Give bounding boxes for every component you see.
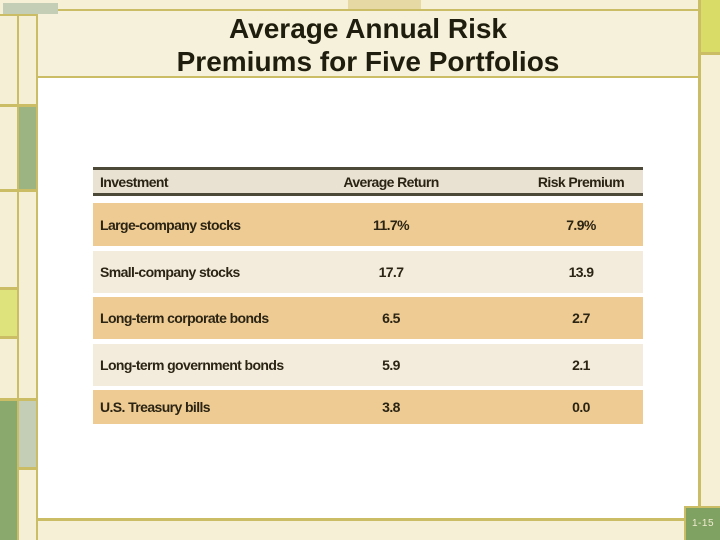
table-rule-top (93, 167, 643, 170)
header-cell-average-return: Average Return (343, 173, 439, 190)
ornament-rect (0, 16, 17, 104)
risk-premium-table: Investment Average Return Risk Premium L… (93, 167, 643, 425)
ornament-rect (0, 192, 17, 287)
table-row: Long-term corporate bonds 6.5 2.7 (93, 297, 643, 339)
ornament-rect-graygreen (19, 401, 36, 467)
right-frame-accent (701, 0, 720, 55)
table-rule-header-bottom (93, 193, 643, 196)
cell-average-return: 11.7% (373, 216, 410, 233)
ornament-top-accent (348, 0, 421, 9)
ornament-rect (0, 107, 17, 189)
cell-risk-premium: 2.1 (572, 357, 590, 373)
header-cell-risk-premium: Risk Premium (537, 173, 625, 190)
table-row: Large-company stocks 11.7% 7.9% (93, 203, 643, 246)
table-header-row: Investment Average Return Risk Premium (93, 170, 643, 193)
page-number: 1-15 (691, 518, 714, 529)
ornament-rect (19, 192, 36, 398)
table-row: U.S. Treasury bills 3.8 0.0 (93, 390, 643, 424)
cell-investment: Long-term corporate bonds (100, 310, 269, 326)
cell-investment: U.S. Treasury bills (100, 399, 211, 415)
cell-risk-premium: 2.7 (572, 310, 590, 326)
cell-average-return: 6.5 (382, 310, 400, 326)
ornament-rect (19, 470, 36, 540)
right-frame-line (698, 0, 701, 540)
cell-average-return: 5.9 (382, 357, 400, 373)
ornament-rect (19, 16, 36, 104)
slide-title-line1: Average Annual Risk (228, 13, 508, 44)
cell-average-return: 17.7 (378, 264, 404, 280)
cell-risk-premium: 0.0 (572, 399, 590, 415)
cell-investment: Long-term government bonds (100, 357, 284, 373)
ornament-top-bar (3, 3, 58, 14)
ornament-rect-green (0, 401, 17, 540)
cell-risk-premium: 7.9% (566, 216, 596, 233)
cell-investment: Large-company stocks (100, 216, 241, 233)
cell-average-return: 3.8 (382, 399, 400, 415)
cell-investment: Small-company stocks (100, 264, 240, 280)
page-number-badge: 1-15 (684, 506, 720, 540)
ornament-rect-green (19, 107, 36, 189)
header-cell-investment: Investment (100, 173, 169, 190)
ornament-rect-yellowgreen (0, 290, 17, 336)
content-bottom-rule (38, 518, 698, 521)
table-row: Small-company stocks 17.7 13.9 (93, 251, 643, 293)
ornament-rect (0, 339, 17, 398)
cell-risk-premium: 13.9 (568, 264, 594, 280)
slide-title-line2: Premiums for Five Portfolios (176, 46, 560, 77)
table-row: Long-term government bonds 5.9 2.1 (93, 344, 643, 386)
title-box: Average Annual Risk Premiums for Five Po… (38, 9, 698, 78)
